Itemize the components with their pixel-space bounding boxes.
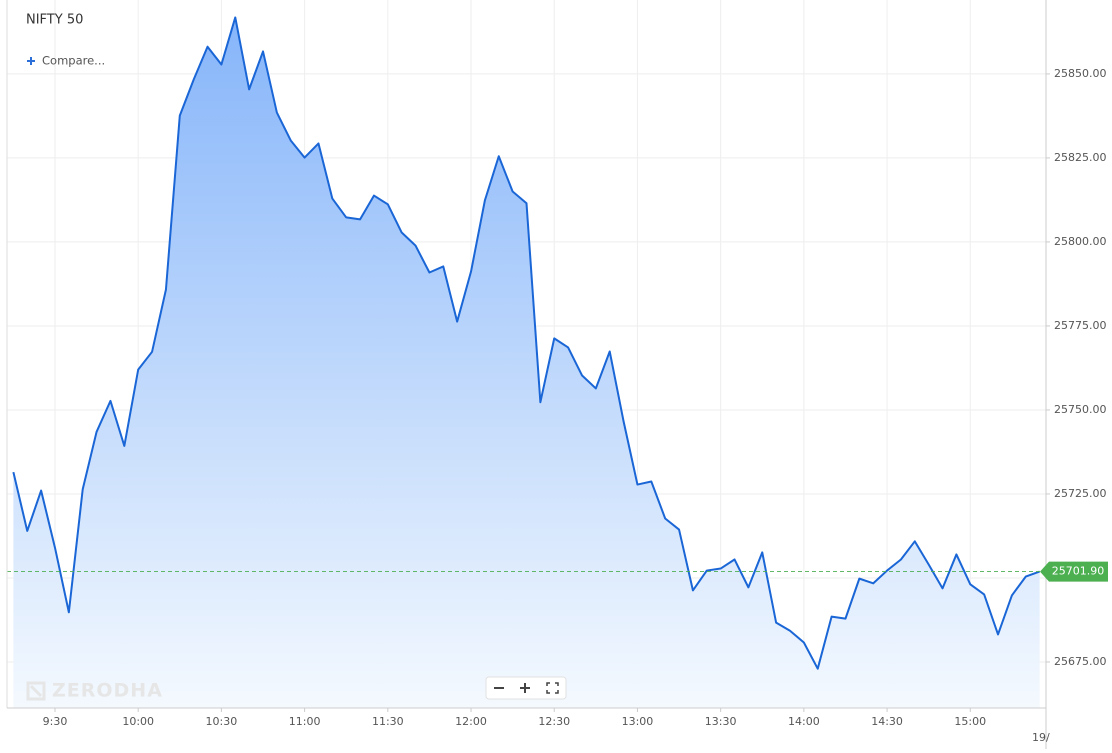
y-tick-label: 25825.00 — [1054, 151, 1107, 164]
x-tick-label: 12:30 — [538, 715, 570, 728]
last-price-tag — [1040, 561, 1108, 582]
x-tick-label: 10:00 — [122, 715, 154, 728]
y-tick-label: 25675.00 — [1054, 655, 1107, 668]
x-edge-label: 19/ — [1032, 731, 1050, 744]
y-tick-label: 25725.00 — [1054, 487, 1107, 500]
plot-area — [7, 16, 1046, 708]
compare-label[interactable]: Compare... — [42, 54, 105, 68]
x-tick-label: 14:30 — [871, 715, 903, 728]
x-tick-label: 15:00 — [954, 715, 986, 728]
watermark: ZERODHA — [52, 680, 163, 702]
x-tick-label: 11:00 — [289, 715, 321, 728]
zoom-in[interactable] — [520, 683, 530, 693]
price-line — [12, 16, 1040, 670]
x-tick-label: 13:30 — [705, 715, 737, 728]
x-tick-label: 13:00 — [622, 715, 654, 728]
zoom-controls — [485, 676, 567, 700]
area-fill — [13, 17, 1040, 708]
watermark-icon — [26, 681, 46, 701]
x-tick-label: 11:30 — [372, 715, 404, 728]
fullscreen[interactable] — [546, 682, 559, 694]
y-tick-label: 25750.00 — [1054, 403, 1107, 416]
last-price-label: 25701.90 — [1052, 565, 1105, 578]
x-tick-label: 12:00 — [455, 715, 487, 728]
axes: 25675.0025700.0025725.0025750.0025775.00… — [43, 67, 1108, 728]
watermark-group: ZERODHA — [26, 680, 163, 702]
compare-button[interactable]: Compare... — [27, 54, 105, 68]
plus-icon — [27, 57, 35, 65]
y-tick-label: 25850.00 — [1054, 67, 1107, 80]
x-tick-label: 10:30 — [206, 715, 238, 728]
y-tick-label: 25775.00 — [1054, 319, 1107, 332]
x-tick-label: 14:00 — [788, 715, 820, 728]
x-tick-label: 9:30 — [43, 715, 68, 728]
chart-title: NIFTY 50 — [26, 13, 83, 28]
y-tick-label: 25800.00 — [1054, 235, 1107, 248]
